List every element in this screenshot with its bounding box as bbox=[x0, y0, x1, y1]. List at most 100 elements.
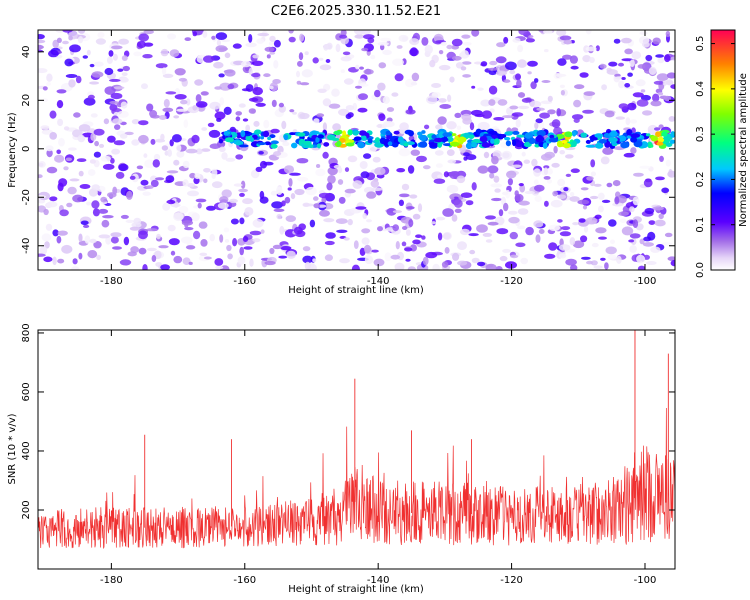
heatmap-cell bbox=[188, 261, 193, 265]
heatmap-cell bbox=[530, 81, 537, 90]
spectrogram-x-tick-label: -180 bbox=[100, 276, 123, 287]
heatmap-cell bbox=[79, 184, 91, 189]
heatmap-cell bbox=[405, 109, 416, 115]
heatmap-cell bbox=[114, 124, 121, 130]
heatmap-cell bbox=[506, 107, 513, 115]
heatmap-cell bbox=[42, 86, 48, 91]
heatmap-cell bbox=[659, 155, 664, 162]
heatmap-cell bbox=[600, 257, 606, 261]
heatmap-cell bbox=[313, 203, 321, 209]
heatmap-cell bbox=[361, 228, 371, 234]
heatmap-cell bbox=[601, 199, 611, 203]
heatmap-cell bbox=[119, 77, 129, 83]
heatmap-cell bbox=[662, 242, 673, 246]
heatmap-cell bbox=[546, 178, 553, 184]
heatmap-cell bbox=[83, 224, 90, 228]
heatmap-cell bbox=[161, 145, 169, 151]
signal-band-cell bbox=[561, 140, 568, 144]
heatmap-cell bbox=[112, 118, 123, 125]
heatmap-cell bbox=[454, 208, 462, 213]
heatmap-cell bbox=[86, 201, 91, 206]
heatmap-cell bbox=[217, 202, 229, 209]
heatmap-cell bbox=[166, 199, 176, 205]
heatmap-cell bbox=[90, 132, 97, 141]
heatmap-cell bbox=[421, 37, 429, 46]
signal-band-cell bbox=[408, 130, 414, 137]
heatmap-cell bbox=[511, 112, 524, 117]
heatmap-cell bbox=[355, 85, 362, 89]
heatmap-cell bbox=[41, 233, 52, 242]
heatmap-cell bbox=[213, 61, 224, 69]
heatmap-cell bbox=[447, 159, 457, 164]
heatmap-cell bbox=[111, 148, 120, 155]
heatmap-cell bbox=[142, 54, 153, 59]
spectrogram-y-tick-label: 20 bbox=[21, 94, 32, 107]
heatmap-cell bbox=[583, 91, 596, 96]
heatmap-cell bbox=[57, 230, 68, 236]
heatmap-cell bbox=[491, 155, 499, 165]
snr-x-tick-label: -120 bbox=[500, 575, 523, 586]
spectrogram-y-tick-label: 40 bbox=[21, 45, 32, 58]
signal-band-cell bbox=[594, 133, 604, 138]
heatmap-cell bbox=[491, 197, 502, 202]
heatmap-cell bbox=[78, 124, 91, 132]
heatmap-cell bbox=[224, 69, 236, 77]
heatmap-cell bbox=[527, 71, 532, 75]
heatmap-cell bbox=[461, 113, 472, 121]
heatmap-cell bbox=[565, 258, 577, 266]
heatmap-cell bbox=[142, 264, 148, 270]
heatmap-cell bbox=[326, 182, 333, 191]
heatmap-cell bbox=[249, 258, 254, 267]
heatmap-cell bbox=[299, 112, 310, 120]
heatmap-cell bbox=[65, 157, 73, 162]
signal-band-cell bbox=[235, 140, 244, 146]
heatmap-cell bbox=[178, 77, 187, 82]
signal-band-cell bbox=[511, 139, 517, 147]
heatmap-cell bbox=[580, 235, 588, 243]
heatmap-cell bbox=[565, 173, 572, 177]
heatmap-cell bbox=[517, 92, 526, 98]
heatmap-cell bbox=[77, 134, 86, 143]
heatmap-cell bbox=[127, 251, 137, 257]
heatmap-cell bbox=[488, 70, 497, 76]
heatmap-cell bbox=[45, 145, 54, 152]
heatmap-cell bbox=[119, 133, 128, 139]
heatmap-cell bbox=[209, 143, 221, 149]
heatmap-cell bbox=[253, 120, 260, 127]
heatmap-cell bbox=[65, 74, 78, 78]
heatmap-cell bbox=[633, 172, 644, 177]
heatmap-cell bbox=[553, 126, 563, 136]
heatmap-cell bbox=[110, 236, 119, 244]
heatmap-cell bbox=[570, 168, 580, 173]
heatmap-cell bbox=[167, 224, 176, 232]
heatmap-cell bbox=[423, 165, 431, 170]
heatmap-cell bbox=[514, 193, 524, 202]
heatmap-cell bbox=[642, 242, 655, 247]
heatmap-cell bbox=[220, 265, 230, 270]
heatmap-cell bbox=[469, 122, 475, 131]
heatmap-cell bbox=[268, 85, 274, 90]
colorbar-tick-label: 0.5 bbox=[695, 36, 706, 52]
signal-band-cell bbox=[291, 142, 298, 149]
heatmap-cell bbox=[282, 141, 290, 147]
heatmap-cell bbox=[477, 261, 486, 267]
spectrogram-x-label: Height of straight line (km) bbox=[288, 285, 424, 296]
heatmap-cell bbox=[614, 196, 620, 205]
heatmap-cell bbox=[452, 252, 460, 261]
heatmap-cell bbox=[49, 196, 58, 202]
signal-band-cell bbox=[451, 133, 457, 137]
heatmap-cell bbox=[270, 190, 278, 196]
heatmap-cell bbox=[401, 183, 410, 191]
heatmap-cell bbox=[173, 255, 183, 264]
signal-band-cell bbox=[518, 140, 523, 147]
heatmap-cell bbox=[273, 60, 279, 69]
signal-band-cell bbox=[672, 132, 675, 136]
heatmap-cell bbox=[608, 219, 617, 227]
heatmap-cell bbox=[38, 39, 46, 44]
colorbar-label: Normalized spectral amplitude bbox=[738, 73, 749, 227]
heatmap-cell bbox=[406, 206, 415, 210]
heatmap-cell bbox=[337, 179, 344, 185]
heatmap-cell bbox=[499, 255, 508, 262]
signal-band-cell bbox=[443, 143, 452, 147]
heatmap-cell bbox=[104, 86, 116, 95]
